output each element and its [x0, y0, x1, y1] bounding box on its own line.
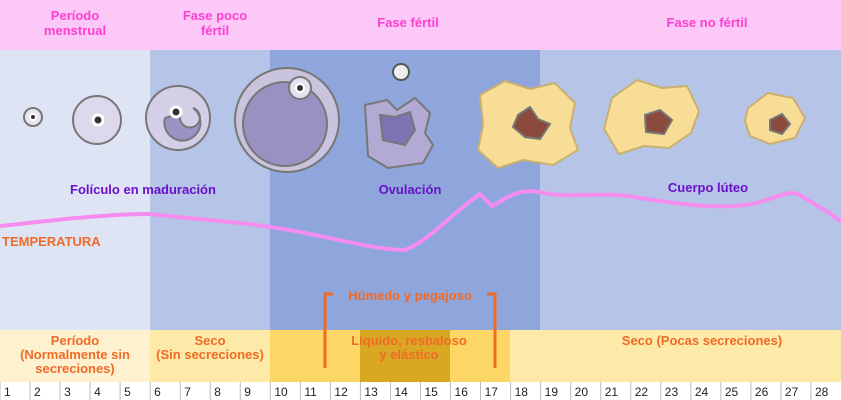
secretion-label: secreciones): [35, 361, 115, 376]
secretion-band: [270, 330, 360, 382]
day-number: 23: [665, 385, 679, 399]
day-number: 19: [545, 385, 559, 399]
day-number: 12: [334, 385, 348, 399]
phase-label: Período: [51, 8, 99, 23]
phase-band: [0, 50, 150, 330]
follicles: [23, 63, 807, 173]
stage-label: Cuerpo lúteo: [668, 180, 748, 195]
secretion-band: [450, 330, 510, 382]
bracket: [323, 292, 497, 368]
secretion-label: Seco (Pocas secreciones): [622, 333, 782, 348]
stage-label: Folículo en maduración: [70, 182, 216, 197]
phase-label: Fase poco: [183, 8, 247, 23]
secretion-band: [360, 330, 450, 382]
day-number: 8: [214, 385, 221, 399]
secretion-label: y elástico: [379, 347, 438, 362]
day-number: 15: [425, 385, 439, 399]
day-number: 27: [785, 385, 799, 399]
day-number: 28: [815, 385, 829, 399]
day-number: 11: [304, 385, 317, 399]
phase-label: menstrual: [44, 23, 106, 38]
secretion-band: [150, 330, 270, 382]
day-number: 25: [725, 385, 739, 399]
day-number: 22: [635, 385, 649, 399]
phase-label: Fase no fértil: [667, 15, 748, 30]
day-number: 5: [124, 385, 131, 399]
secretion-label: Seco: [194, 333, 225, 348]
secretion-label: (Sin secreciones): [156, 347, 264, 362]
secretion-label: Período: [51, 333, 99, 348]
phase-label: fértil: [201, 23, 229, 38]
day-number: 13: [364, 385, 378, 399]
day-number: 2: [34, 385, 41, 399]
day-number: 7: [184, 385, 191, 399]
day-number: 14: [394, 385, 408, 399]
day-number: 9: [244, 385, 251, 399]
secretion-band: [510, 330, 841, 382]
day-number: 21: [605, 385, 619, 399]
day-number: 1: [4, 385, 11, 399]
secretion-label: (Normalmente sin: [20, 347, 130, 362]
day-number: 3: [64, 385, 71, 399]
day-number: 10: [274, 385, 288, 399]
phase-label: Fase fértil: [377, 15, 438, 30]
day-number: 20: [575, 385, 589, 399]
secretion-label: Húmedo y pegajoso: [348, 288, 472, 303]
temperature-label: TEMPERATURA: [2, 234, 101, 249]
day-scale: 1 2 3 4 5 6 7 8 9 10 11 12 13 14 15 16 17 18 19 20 21 22 23 24 2…: [0, 382, 829, 400]
temperature-curve: [0, 189, 841, 253]
header-band: [0, 0, 841, 50]
day-number: 6: [154, 385, 161, 399]
stage-label: Ovulación: [379, 182, 442, 197]
day-number: 4: [94, 385, 101, 399]
day-number: 24: [695, 385, 709, 399]
day-number: 18: [515, 385, 529, 399]
day-number: 26: [755, 385, 769, 399]
secretion-band: [0, 330, 150, 382]
day-number: 16: [455, 385, 469, 399]
day-number: 17: [485, 385, 499, 399]
secretion-label: Líquido, resbaloso: [351, 333, 467, 348]
